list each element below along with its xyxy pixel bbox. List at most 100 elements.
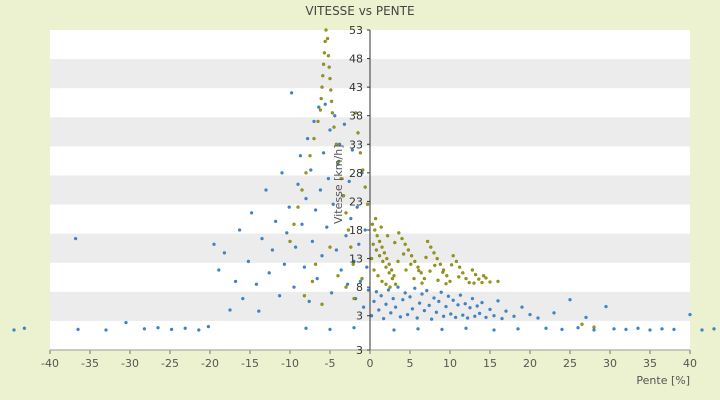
data-point-blue — [434, 310, 439, 314]
data-point-olive — [353, 111, 358, 115]
data-point-olive — [425, 239, 430, 244]
data-point-blue — [425, 288, 429, 293]
data-point-olive — [438, 262, 443, 266]
data-point-blue — [321, 151, 326, 155]
data-point-olive — [454, 259, 459, 264]
data-point-blue — [393, 305, 398, 309]
data-point-blue — [307, 299, 311, 304]
data-point-olive — [376, 274, 380, 278]
data-point-olive — [435, 256, 439, 261]
data-point-blue — [410, 307, 415, 311]
data-point-olive — [384, 265, 388, 269]
data-point-blue — [604, 304, 608, 309]
x-tick-label: -40 — [41, 357, 59, 370]
data-point-olive — [480, 280, 484, 285]
data-point-olive — [403, 242, 407, 246]
data-point-blue — [470, 296, 475, 301]
data-point-blue — [592, 328, 596, 332]
data-point-blue — [323, 102, 327, 106]
x-tick-label: 30 — [603, 357, 617, 370]
data-point-blue — [389, 311, 393, 315]
data-point-blue — [700, 328, 704, 332]
data-point-blue — [475, 304, 479, 308]
data-point-blue — [379, 294, 383, 298]
data-point-blue — [429, 317, 434, 321]
data-point-blue — [206, 324, 211, 329]
data-point-blue — [309, 168, 313, 172]
x-tick-label: -20 — [201, 357, 219, 370]
data-point-blue — [363, 228, 367, 232]
data-point-blue — [293, 245, 298, 249]
data-point-blue — [576, 326, 580, 330]
data-point-blue — [403, 291, 407, 295]
data-point-olive — [375, 234, 379, 238]
data-point-blue — [270, 248, 275, 252]
data-point-blue — [516, 327, 520, 331]
data-point-olive — [326, 54, 331, 58]
data-point-blue — [302, 265, 307, 269]
y-axis-label: Vitesse [km/h] — [332, 145, 345, 225]
data-point-blue — [254, 282, 259, 286]
y-tick-label: 33 — [349, 138, 363, 151]
data-point-blue — [536, 316, 540, 320]
data-point-olive — [380, 279, 384, 284]
data-point-blue — [257, 309, 261, 313]
x-axis-label: Pente [%] — [636, 374, 690, 387]
y-tick-label: 53 — [349, 24, 363, 37]
data-point-olive — [361, 168, 365, 172]
data-point-olive — [360, 276, 364, 281]
data-point-blue — [496, 299, 500, 303]
data-point-blue — [688, 312, 692, 317]
data-point-olive — [373, 228, 377, 232]
data-points — [12, 28, 716, 332]
y-tick-label: 28 — [349, 167, 363, 180]
data-point-olive — [318, 108, 323, 112]
data-point-olive — [436, 278, 440, 282]
data-point-blue — [304, 196, 308, 201]
data-point-blue — [298, 154, 303, 158]
data-point-blue — [169, 327, 174, 332]
data-point-blue — [369, 314, 374, 318]
data-point-olive — [416, 265, 420, 269]
data-point-olive — [388, 285, 392, 289]
data-point-blue — [325, 225, 329, 229]
data-point-olive — [445, 274, 449, 278]
data-point-blue — [648, 328, 652, 332]
data-point-blue — [342, 122, 347, 126]
data-point-olive — [339, 176, 343, 181]
data-point-blue — [334, 248, 339, 252]
data-point-olive — [351, 262, 355, 266]
y-tick-label: 8 — [356, 281, 363, 294]
data-point-blue — [451, 298, 455, 302]
data-point-olive — [316, 119, 320, 124]
data-point-olive — [432, 251, 436, 255]
data-point-olive — [329, 88, 333, 92]
data-point-olive — [302, 294, 307, 298]
data-point-blue — [456, 303, 460, 307]
data-point-blue — [315, 276, 319, 281]
data-point-blue — [480, 300, 484, 305]
y-tick-label: 3 — [356, 344, 363, 357]
data-point-blue — [76, 327, 80, 332]
data-point-blue — [398, 315, 403, 319]
data-point-olive — [320, 302, 324, 306]
data-point-blue — [437, 299, 441, 304]
data-point-blue — [277, 294, 282, 298]
data-point-blue — [417, 301, 422, 305]
data-point-blue — [416, 327, 420, 331]
data-point-blue — [500, 316, 504, 321]
data-point-blue — [217, 268, 221, 272]
data-point-olive — [372, 268, 376, 272]
data-point-blue — [440, 327, 444, 332]
data-point-blue — [304, 326, 308, 330]
data-point-olive — [393, 282, 398, 286]
data-point-olive — [385, 256, 389, 261]
data-point-blue — [328, 128, 332, 132]
data-point-blue — [405, 312, 410, 317]
data-point-blue — [352, 326, 356, 330]
x-tick-label: 20 — [523, 357, 537, 370]
data-point-olive — [397, 231, 401, 235]
x-tick-label: -10 — [281, 357, 299, 370]
data-point-olive — [481, 274, 486, 278]
data-point-blue — [124, 320, 128, 325]
